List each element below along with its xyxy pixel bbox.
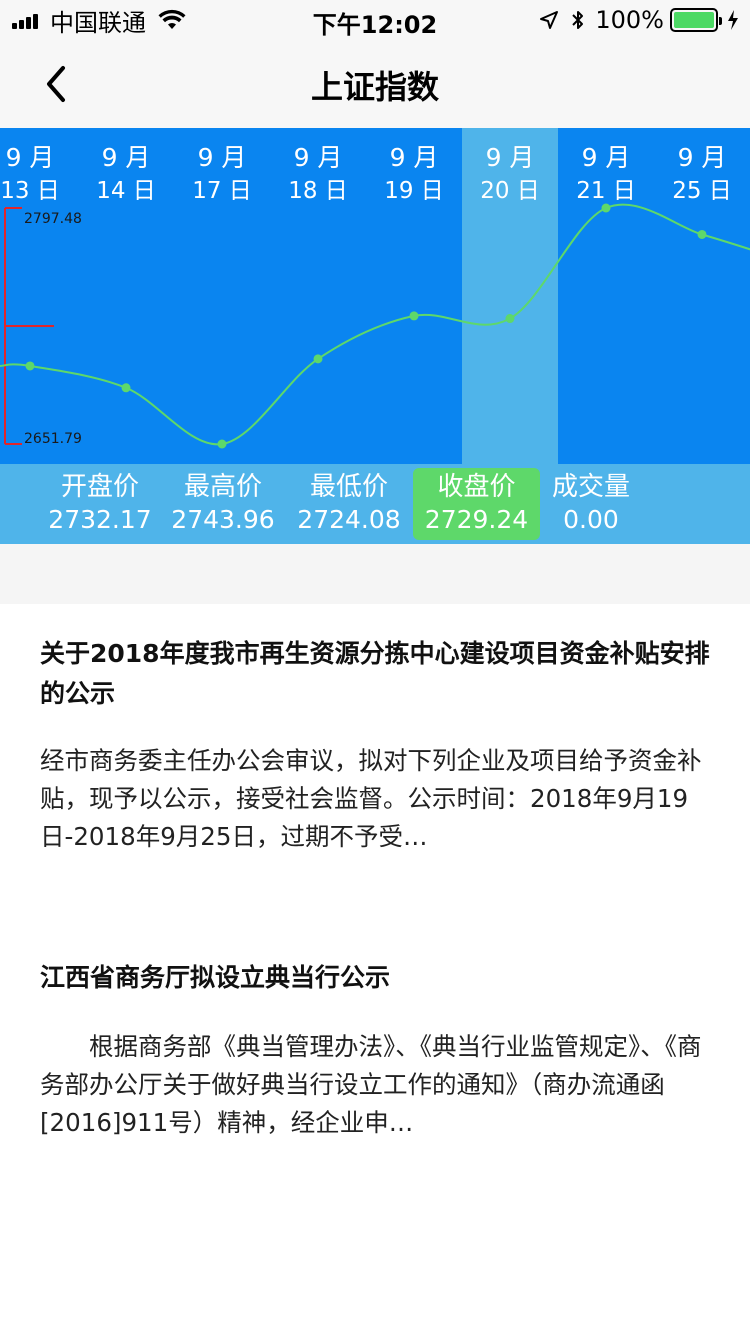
battery-icon	[670, 8, 722, 32]
selected-date-highlight	[462, 128, 558, 464]
price-low[interactable]: 最低价 2724.08	[290, 468, 408, 540]
back-button[interactable]	[30, 58, 82, 110]
data-point	[25, 361, 35, 371]
x-tick-month-label: 9 月	[678, 143, 727, 172]
battery-percent: 100%	[595, 6, 664, 34]
news-item[interactable]: 关于2018年度我市再生资源分拣中心建设项目资金补贴安排的公示 经市商务委主任办…	[40, 634, 710, 856]
battery-fill	[674, 12, 714, 28]
price-volume[interactable]: 成交量 0.00	[546, 468, 636, 540]
x-tick-month-label: 9 月	[294, 143, 343, 172]
x-tick-day-label: 21 日	[576, 178, 636, 204]
x-tick-day-label: 20 日	[480, 178, 540, 204]
chevron-left-icon	[47, 66, 65, 102]
price-value: 2724.08	[297, 505, 401, 534]
price-open[interactable]: 开盘价 2732.17	[42, 468, 158, 540]
data-point	[505, 314, 515, 324]
price-label: 收盘价	[437, 472, 516, 502]
y-min-label: 2651.79	[24, 431, 82, 447]
x-tick-month-label: 9 月	[486, 143, 535, 172]
price-value: 0.00	[563, 505, 619, 534]
price-label: 最低价	[309, 472, 388, 502]
location-icon	[540, 11, 559, 29]
x-tick-month-label: 9 月	[390, 143, 439, 172]
x-tick-day-label: 19 日	[384, 178, 444, 204]
news-title: 关于2018年度我市再生资源分拣中心建设项目资金补贴安排的公示	[40, 639, 710, 708]
price-high[interactable]: 最高价 2743.96	[164, 468, 282, 540]
x-tick-month-label: 9 月	[198, 143, 247, 172]
news-list: 关于2018年度我市再生资源分拣中心建设项目资金补贴安排的公示 经市商务委主任办…	[0, 604, 750, 1334]
price-label: 最高价	[183, 472, 262, 502]
line-chart[interactable]: 9 月 13 日 9 月 14 日 9 月 17 日 9 月 18 日 9 月 19 日 9 月 20…	[0, 128, 750, 464]
signal-icon	[12, 11, 40, 29]
price-label: 成交量	[551, 472, 630, 502]
x-tick-day-label: 14 日	[96, 178, 156, 204]
index-chart[interactable]: 9 月 13 日 9 月 14 日 9 月 17 日 9 月 18 日 9 月 19 日 9 月 20…	[0, 128, 750, 464]
price-value: 2732.17	[48, 505, 152, 534]
nav-bar: 上证指数	[0, 40, 750, 128]
data-point	[409, 311, 419, 321]
x-tick-month-label: 9 月	[102, 143, 151, 172]
price-bar: 开盘价 2732.17 最高价 2743.96 最低价 2724.08 收盘价 …	[0, 464, 750, 544]
bluetooth-icon	[572, 11, 584, 29]
wifi-icon	[158, 9, 186, 29]
x-tick-day-label: 18 日	[288, 178, 348, 204]
price-label: 开盘价	[60, 472, 139, 502]
x-tick-day-label: 17 日	[192, 178, 252, 204]
news-summary: 根据商务部《典当管理办法》、《典当行业监管规定》、《商务部办公厅关于做好典当行设…	[40, 1032, 702, 1137]
news-title: 江西省商务厅拟设立典当行公示	[40, 963, 391, 992]
news-item[interactable]: 江西省商务厅拟设立典当行公示 根据商务部《典当管理办法》、《典当行业监管规定》、…	[40, 958, 710, 1142]
status-left: 中国联通	[12, 6, 186, 37]
carrier-label: 中国联通	[50, 8, 146, 37]
data-point	[313, 354, 323, 364]
price-value: 2729.24	[424, 505, 529, 534]
page-title: 上证指数	[310, 68, 439, 106]
price-close[interactable]: 收盘价 2729.24	[413, 468, 540, 540]
x-tick-month-label: 9 月	[582, 143, 631, 172]
status-bar: 中国联通 下午12:02 100%	[0, 0, 750, 40]
charging-icon	[728, 10, 738, 30]
data-point	[697, 229, 707, 239]
data-point	[217, 439, 227, 449]
data-point	[601, 203, 611, 213]
x-tick-day-label: 13 日	[0, 178, 60, 204]
section-divider	[0, 544, 750, 604]
y-max-label: 2797.48	[24, 211, 82, 227]
price-value: 2743.96	[171, 505, 275, 534]
x-tick-month-label: 9 月	[6, 143, 55, 172]
status-right: 100%	[539, 6, 740, 34]
news-summary: 经市商务委主任办公会审议，拟对下列企业及项目给予资金补贴，现予以公示，接受社会监…	[40, 746, 702, 851]
x-tick-day-label: 25 日	[672, 178, 732, 204]
series-line	[0, 203, 750, 446]
data-point	[121, 383, 131, 393]
